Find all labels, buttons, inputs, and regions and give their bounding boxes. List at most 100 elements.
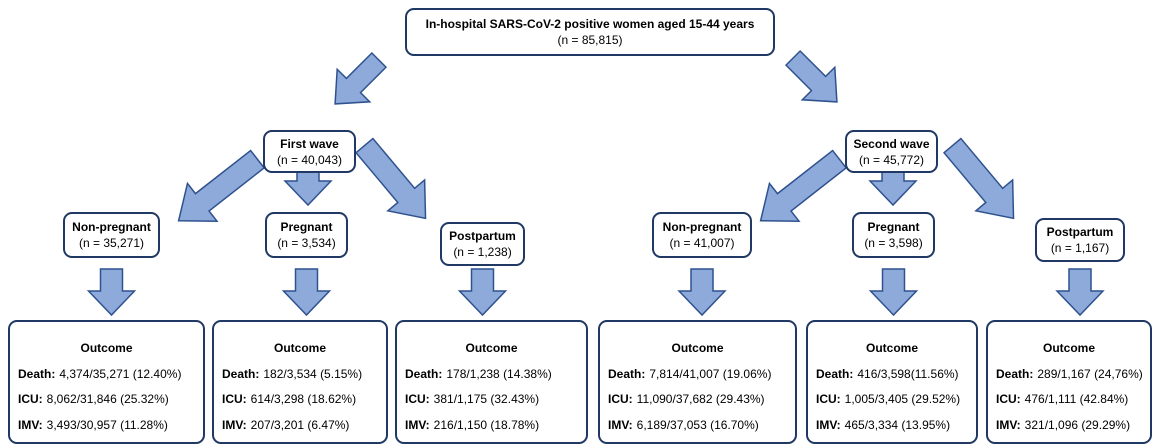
row-value: 207/3,201 (6.47%) bbox=[250, 417, 350, 432]
group-box: Postpartum (n = 1,238) bbox=[440, 222, 525, 266]
outcome-row: Death: 7,814/41,007 (19.06%) bbox=[600, 366, 795, 391]
row-label: IMV: bbox=[608, 417, 633, 432]
row-label: ICU: bbox=[608, 392, 633, 407]
arrow bbox=[677, 268, 727, 317]
row-value: 4,374/35,271 (12.40%) bbox=[59, 367, 182, 381]
row-label: IMV: bbox=[405, 417, 430, 432]
row-label: IMV: bbox=[816, 417, 841, 432]
row-value: 182/3,534 (5.15%) bbox=[263, 367, 363, 381]
row-value: 178/1,238 (14.38%) bbox=[446, 367, 552, 381]
outcome-box: Outcome Death: 182/3,534 (5.15%) ICU: 614/3,… bbox=[212, 320, 388, 444]
group-n: (n = 1,167) bbox=[1050, 241, 1110, 255]
outcome-row: IMV: 6,189/37,053 (16.70%) bbox=[600, 417, 795, 442]
outcome-box: Outcome Death: 416/3,598(11.56%) ICU: 1,005/… bbox=[806, 320, 978, 444]
row-value: 476/1,111 (42.84%) bbox=[1024, 392, 1129, 407]
outcome-row: Death: 4,374/35,271 (12.40%) bbox=[10, 366, 203, 391]
wave-n: (n = 40,043) bbox=[276, 152, 343, 167]
row-label: IMV: bbox=[996, 417, 1021, 432]
group-box: Pregnant (n = 3,598) bbox=[852, 212, 935, 258]
row-label: Death: bbox=[222, 367, 260, 381]
outcome-row: Death: 182/3,534 (5.15%) bbox=[214, 366, 386, 391]
arrow bbox=[86, 268, 137, 317]
row-value: 1,005/3,405 (29.52%) bbox=[844, 392, 961, 407]
wave-box: Second wave (n = 45,772) bbox=[845, 130, 938, 173]
row-value: 8,062/31,846 (25.32%) bbox=[46, 392, 169, 407]
row-label: IMV: bbox=[18, 417, 43, 432]
group-label: Pregnant bbox=[867, 220, 920, 234]
row-label: Death: bbox=[18, 367, 56, 381]
group-box: Postpartum (n = 1,167) bbox=[1035, 218, 1125, 262]
group-box: Non-pregnant (n = 41,007) bbox=[652, 212, 752, 258]
row-label: Death: bbox=[608, 367, 646, 381]
outcome-row: IMV: 321/1,096 (29.29%) bbox=[988, 417, 1150, 442]
outcome-title: Outcome bbox=[273, 341, 326, 355]
wave-n: (n = 45,772) bbox=[858, 152, 925, 167]
outcome-box: Outcome Death: 7,814/41,007 (19.06%) ICU: 11… bbox=[598, 320, 797, 444]
row-value: 381/1,175 (32.43%) bbox=[433, 392, 540, 407]
arrow bbox=[177, 149, 266, 222]
outcome-row: IMV: 3,493/30,957 (11.28%) bbox=[10, 417, 203, 442]
row-value: 6,189/37,053 (16.70%) bbox=[636, 417, 759, 432]
outcome-row: ICU: 381/1,175 (32.43%) bbox=[397, 391, 586, 416]
group-label: Postpartum bbox=[449, 229, 516, 243]
outcome-row: Death: 178/1,238 (14.38%) bbox=[397, 366, 586, 391]
arrow bbox=[868, 268, 919, 317]
arrow bbox=[1055, 268, 1105, 317]
row-label: ICU: bbox=[996, 392, 1021, 407]
group-label: Pregnant bbox=[280, 220, 333, 234]
outcome-row: ICU: 1,005/3,405 (29.52%) bbox=[808, 391, 976, 416]
row-value: 3,493/30,957 (11.28%) bbox=[46, 417, 168, 432]
row-value: 321/1,096 (29.29%) bbox=[1024, 417, 1131, 432]
outcome-row: ICU: 8,062/31,846 (25.32%) bbox=[10, 391, 203, 416]
outcome-title: Outcome bbox=[465, 341, 518, 355]
group-label: Postpartum bbox=[1046, 225, 1114, 239]
arrow bbox=[759, 149, 848, 222]
outcome-title: Outcome bbox=[80, 341, 133, 355]
root-n: (n = 85,815) bbox=[557, 33, 623, 47]
row-value: 289/1,167 (24,76%) bbox=[1037, 367, 1143, 381]
outcome-box: Outcome Death: 4,374/35,271 (12.40%) ICU: 8,… bbox=[8, 320, 205, 444]
outcome-box: Outcome Death: 289/1,167 (24,76%) ICU: 476/1… bbox=[986, 320, 1152, 444]
wave-box: First wave (n = 40,043) bbox=[263, 130, 356, 173]
wave-label: First wave bbox=[280, 136, 339, 151]
row-value: 216/1,150 (18.78%) bbox=[433, 417, 540, 432]
group-n: (n = 35,271) bbox=[78, 236, 145, 250]
group-box: Pregnant (n = 3,534) bbox=[265, 212, 348, 258]
outcome-row: ICU: 11,090/37,682 (29.43%) bbox=[600, 391, 795, 416]
group-n: (n = 3,534) bbox=[277, 236, 336, 250]
group-n: (n = 3,598) bbox=[864, 236, 923, 250]
row-label: ICU: bbox=[18, 392, 43, 407]
arrow bbox=[354, 137, 427, 220]
root-box: In-hospital SARS-CoV-2 positive women ag… bbox=[405, 8, 775, 56]
arrow bbox=[334, 51, 388, 105]
outcome-box: Outcome Death: 178/1,238 (14.38%) ICU: 381/1… bbox=[395, 320, 588, 444]
row-value: 7,814/41,007 (19.06%) bbox=[649, 367, 772, 381]
row-label: ICU: bbox=[222, 392, 247, 407]
outcome-row: IMV: 465/3,334 (13.95%) bbox=[808, 417, 976, 442]
row-value: 465/3,334 (13.95%) bbox=[844, 417, 951, 432]
outcome-row: ICU: 476/1,111 (42.84%) bbox=[988, 391, 1150, 416]
wave-label: Second wave bbox=[853, 136, 930, 151]
outcome-row: IMV: 216/1,150 (18.78%) bbox=[397, 417, 586, 442]
row-value: 416/3,598(11.56%) bbox=[857, 367, 959, 381]
outcome-title: Outcome bbox=[865, 341, 918, 355]
root-title: In-hospital SARS-CoV-2 positive women ag… bbox=[425, 17, 755, 31]
row-value: 11,090/37,682 (29.43%) bbox=[636, 392, 765, 407]
arrow bbox=[457, 268, 508, 317]
arrow bbox=[281, 268, 332, 317]
row-label: Death: bbox=[816, 367, 854, 381]
group-n: (n = 1,238) bbox=[453, 245, 512, 259]
outcome-row: IMV: 207/3,201 (6.47%) bbox=[214, 417, 386, 442]
row-label: ICU: bbox=[405, 392, 430, 407]
row-label: Death: bbox=[996, 367, 1034, 381]
group-label: Non-pregnant bbox=[72, 220, 151, 234]
row-label: Death: bbox=[405, 367, 443, 381]
group-label: Non-pregnant bbox=[662, 220, 742, 234]
row-value: 614/3,298 (18.62%) bbox=[250, 392, 357, 407]
outcome-row: Death: 416/3,598(11.56%) bbox=[808, 366, 976, 391]
group-box: Non-pregnant (n = 35,271) bbox=[63, 212, 160, 258]
outcome-row: ICU: 614/3,298 (18.62%) bbox=[214, 391, 386, 416]
group-n: (n = 41,007) bbox=[669, 236, 735, 250]
